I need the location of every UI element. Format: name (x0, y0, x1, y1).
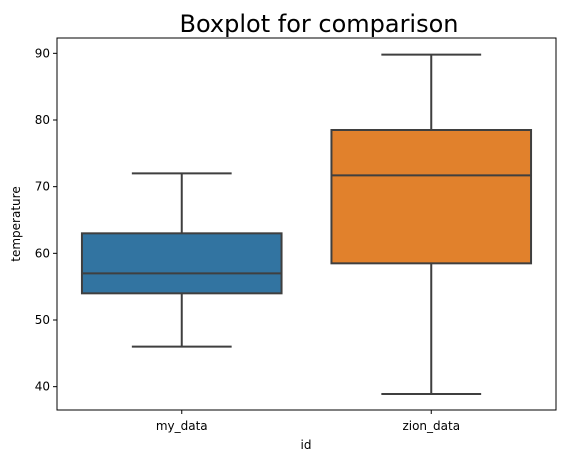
plot-frame (56, 37, 557, 411)
chart-title: Boxplot for comparison (180, 10, 459, 38)
y-tick-label: 40 (35, 380, 50, 394)
y-axis-title: temperature (9, 186, 23, 261)
plot-area: 40 50 60 70 80 90 my_data zion_data (35, 46, 533, 433)
y-tick-label: 80 (35, 113, 50, 127)
y-tick-label: 50 (35, 313, 50, 327)
x-axis-title: id (301, 438, 312, 452)
x-tick-label: my_data (156, 419, 208, 433)
y-tick-label: 70 (35, 180, 50, 194)
y-tick-label: 90 (35, 46, 50, 60)
x-tick-label: zion_data (402, 419, 460, 433)
box-zion_data (330, 129, 533, 265)
y-tick-label: 60 (35, 246, 50, 260)
box-my_data (80, 232, 283, 295)
